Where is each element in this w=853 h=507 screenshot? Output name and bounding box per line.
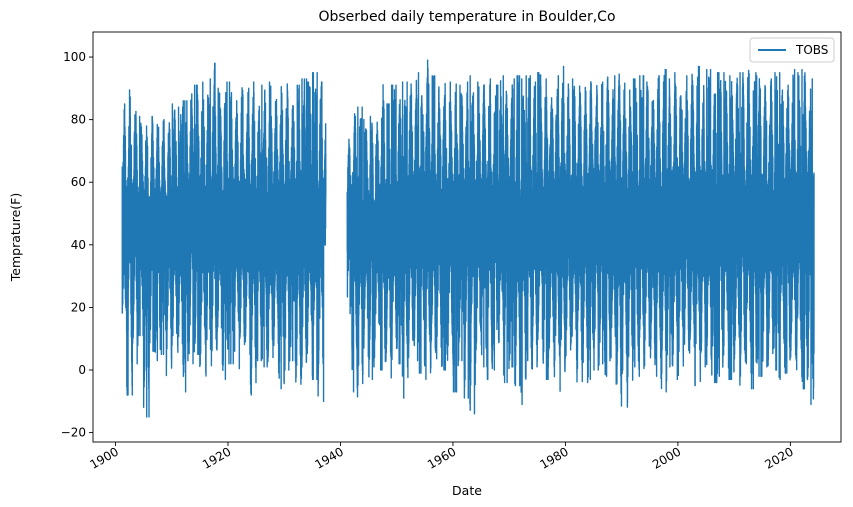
y-tick-label: 100 (63, 50, 86, 64)
legend-entry-tobs: TOBS (795, 43, 828, 57)
series-line-tobs-segment-2 (346, 59, 815, 415)
y-tick-label: 60 (71, 175, 86, 189)
y-axis-label: Temprature(F) (8, 193, 23, 282)
y-axis-ticks: −20 0 20 40 60 80 100 (61, 50, 93, 440)
x-axis-label: Date (452, 483, 482, 498)
series-line-tobs-segment-1 (121, 62, 327, 418)
chart-title: Obserbed daily temperature in Boulder,Co (318, 9, 615, 25)
legend-box (749, 37, 835, 63)
series-layer (121, 59, 815, 418)
y-tick-label: 40 (71, 238, 86, 252)
y-tick-label: 80 (71, 113, 86, 127)
y-tick-label: 20 (71, 300, 86, 314)
y-tick-label: −20 (61, 426, 86, 440)
legend: TOBS (749, 37, 835, 63)
plot-frame (92, 31, 842, 443)
y-tick-label: 0 (78, 363, 86, 377)
